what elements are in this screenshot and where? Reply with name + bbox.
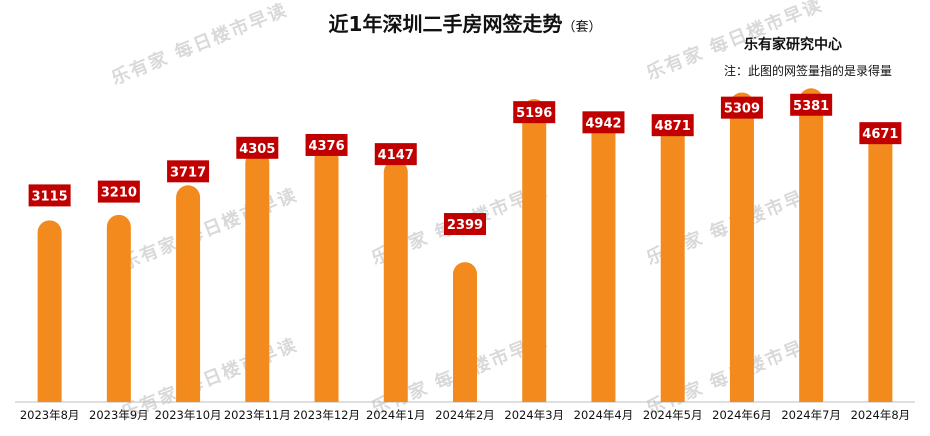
- data-label: 3210: [101, 186, 137, 201]
- x-tick-label: 2024年8月: [851, 408, 911, 422]
- data-label-box: [97, 180, 140, 203]
- data-label: 5381: [793, 99, 829, 114]
- bar: [176, 185, 201, 402]
- data-label-box: [28, 184, 71, 207]
- title-text: 近1年深圳二手房网签走势: [328, 12, 563, 36]
- note-label: 注：此图的网签量指的是录得量: [723, 64, 892, 78]
- data-label: 4376: [308, 139, 344, 154]
- data-label-box: [167, 160, 210, 183]
- data-label-box: [444, 213, 486, 236]
- data-label: 3717: [170, 165, 206, 180]
- data-label-box: [374, 143, 417, 166]
- bar: [868, 129, 893, 402]
- data-label-box: [859, 122, 902, 145]
- data-label: 4305: [239, 142, 275, 157]
- x-tick-label: 2024年6月: [712, 408, 772, 422]
- data-label: 5196: [516, 106, 552, 121]
- x-tick-label: 2024年3月: [504, 408, 564, 422]
- title-unit: （套）: [562, 20, 602, 35]
- data-label-box: [305, 133, 348, 156]
- bar: [522, 99, 547, 402]
- data-label: 4942: [585, 116, 621, 131]
- data-label: 4871: [655, 119, 691, 134]
- bar: [383, 160, 408, 402]
- x-tick-label: 2024年4月: [574, 408, 634, 422]
- x-tick-label: 2024年1月: [366, 408, 426, 422]
- data-label-box: [720, 96, 763, 119]
- bar: [591, 113, 616, 402]
- x-tick-label: 2023年10月: [155, 408, 222, 422]
- x-tick-label: 2023年12月: [293, 408, 360, 422]
- chart-title: 近1年深圳二手房网签走势（套）: [0, 8, 930, 37]
- bar: [729, 92, 754, 402]
- data-label: 2399: [447, 218, 483, 233]
- data-label: 3115: [32, 189, 68, 204]
- x-tick-label: 2024年7月: [781, 408, 841, 422]
- x-tick-label: 2024年5月: [643, 408, 703, 422]
- data-label-box: [790, 93, 833, 116]
- data-label-box: [651, 114, 694, 137]
- bar: [660, 118, 685, 402]
- source-label: 乐有家研究中心: [744, 37, 842, 53]
- bar: [453, 262, 477, 402]
- data-label-box: [236, 136, 279, 159]
- data-label-box: [513, 101, 556, 124]
- x-tick-label: 2024年2月: [435, 408, 495, 422]
- x-tick-label: 2023年11月: [224, 408, 291, 422]
- bar: [245, 151, 270, 402]
- bar: [799, 88, 824, 402]
- bar: [314, 146, 339, 402]
- x-tick-label: 2023年9月: [89, 408, 149, 422]
- x-tick-label: 2023年8月: [20, 408, 80, 422]
- bar: [37, 220, 62, 402]
- data-label: 4147: [378, 148, 414, 163]
- data-label: 5309: [724, 102, 760, 117]
- bar: [106, 214, 131, 402]
- data-label-box: [582, 111, 625, 134]
- data-label: 4671: [862, 127, 898, 142]
